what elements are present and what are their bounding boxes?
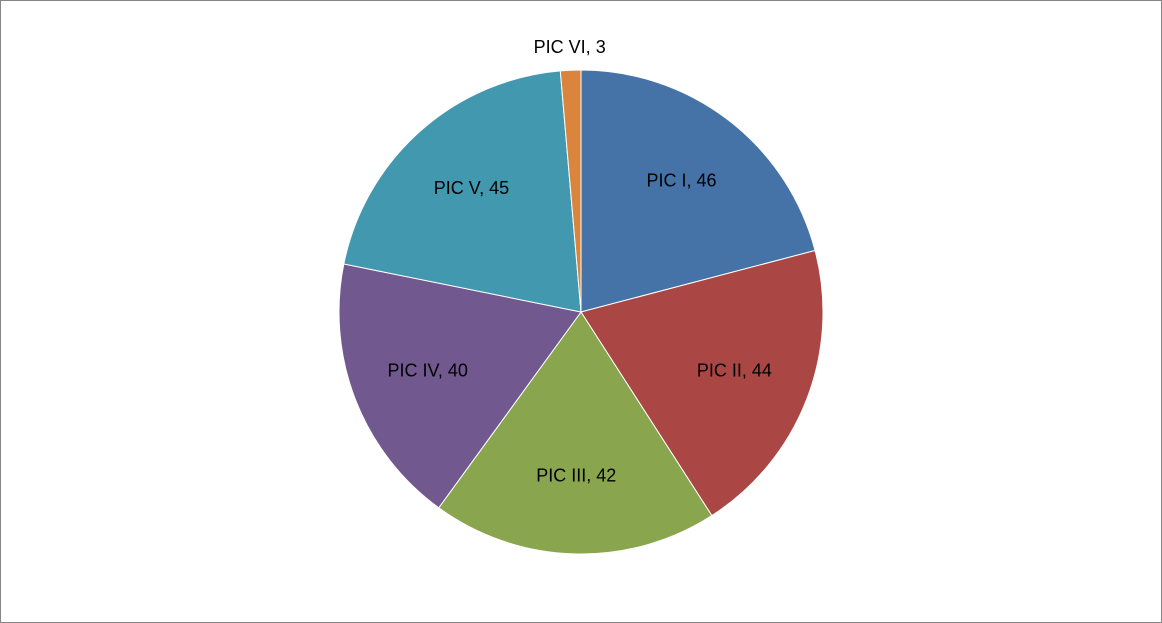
label-category: PIC VI: [534, 37, 586, 57]
label-value: 3: [596, 37, 606, 57]
pie-slice: [343, 70, 582, 313]
label-category: PIC IV: [387, 360, 439, 380]
pie-slice: [338, 263, 582, 509]
label-value: 44: [752, 360, 772, 380]
label-value: 42: [596, 465, 616, 485]
label-category: PIC III: [536, 465, 586, 485]
label-category: PIC V: [434, 178, 481, 198]
data-label: PIC I, 46: [646, 170, 716, 190]
pie-slice: [438, 311, 713, 555]
data-label: PIC IV, 40: [387, 360, 467, 380]
data-label: PIC VI, 3: [534, 37, 606, 57]
data-label: PIC V, 45: [434, 178, 509, 198]
label-value: 45: [489, 178, 509, 198]
data-label: PIC III, 42: [536, 465, 616, 485]
label-value: 46: [696, 170, 716, 190]
pie-slice: [559, 69, 582, 313]
label-category: PIC I: [646, 170, 686, 190]
data-label: PIC II, 44: [697, 360, 772, 380]
label-category: PIC II: [697, 360, 742, 380]
pie-slice: [580, 69, 816, 313]
pie-slice: [580, 249, 824, 517]
label-value: 40: [448, 360, 468, 380]
